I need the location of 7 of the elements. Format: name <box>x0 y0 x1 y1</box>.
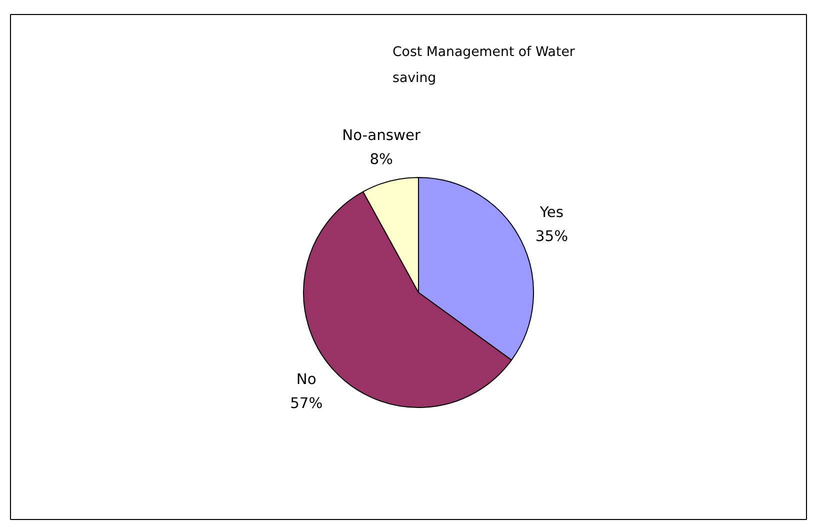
data-label: 8% <box>370 151 394 168</box>
slice-label: Yes <box>538 204 564 222</box>
data-label: 35% <box>535 228 568 246</box>
slice-label: No-answer <box>342 127 422 144</box>
data-label: 57% <box>290 394 323 412</box>
slice-label: No <box>296 370 316 388</box>
chart-title: Cost Management of Water saving <box>392 45 576 86</box>
